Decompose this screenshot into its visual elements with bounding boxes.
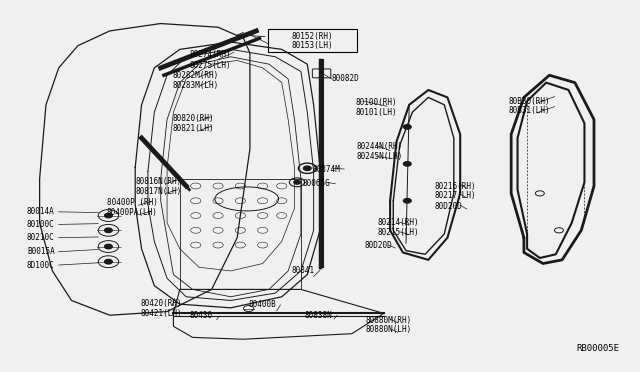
Circle shape	[303, 166, 311, 170]
Text: 80841: 80841	[291, 266, 314, 275]
Text: 80817N(LH): 80817N(LH)	[135, 187, 182, 196]
Text: 80082D: 80082D	[332, 74, 359, 83]
Text: 8D100C: 8D100C	[27, 260, 54, 269]
Text: 80216(RH): 80216(RH)	[435, 182, 476, 190]
Text: 80400B: 80400B	[248, 300, 276, 310]
Text: 80820(RH): 80820(RH)	[172, 114, 214, 123]
Text: 80821(LH): 80821(LH)	[172, 124, 214, 133]
Text: 80283M(LH): 80283M(LH)	[172, 81, 218, 90]
Text: 80244N(RH): 80244N(RH)	[357, 142, 403, 151]
Circle shape	[403, 125, 411, 129]
Text: 80275(LH): 80275(LH)	[189, 61, 231, 70]
Text: 80153(LH): 80153(LH)	[292, 41, 333, 51]
Text: 80214(RH): 80214(RH)	[378, 218, 419, 227]
Text: RB00005E: RB00005E	[577, 344, 620, 353]
Circle shape	[104, 213, 112, 218]
Text: 80282M(RH): 80282M(RH)	[172, 71, 218, 80]
Text: 80210C: 80210C	[27, 233, 54, 242]
Text: 80217(LH): 80217(LH)	[435, 191, 476, 200]
Text: 80816N(RH): 80816N(RH)	[135, 177, 182, 186]
Text: 80014A: 80014A	[27, 207, 54, 217]
Text: 80421(LH): 80421(LH)	[140, 308, 182, 318]
Text: 80B30(RH): 80B30(RH)	[509, 97, 550, 106]
Text: 80880M(RH): 80880M(RH)	[366, 316, 412, 325]
Text: 80D20D: 80D20D	[435, 202, 463, 211]
Circle shape	[104, 228, 112, 232]
Text: 80B31(LH): 80B31(LH)	[509, 106, 550, 115]
Text: 80400P (RH): 80400P (RH)	[106, 199, 157, 208]
Text: 80880N(LH): 80880N(LH)	[366, 326, 412, 334]
Text: 80100C: 80100C	[27, 220, 54, 229]
Text: 80420(RH): 80420(RH)	[140, 299, 182, 308]
Text: 80152(RH): 80152(RH)	[292, 32, 333, 41]
Text: 80400PA(LH): 80400PA(LH)	[106, 208, 157, 217]
Text: 80274(RH): 80274(RH)	[189, 50, 231, 59]
Text: 80065G: 80065G	[302, 179, 330, 188]
Circle shape	[403, 199, 411, 203]
Text: 80D20D: 80D20D	[365, 241, 392, 250]
Circle shape	[104, 244, 112, 249]
Circle shape	[294, 180, 300, 184]
Text: B0015A: B0015A	[27, 247, 54, 256]
Text: 80838N: 80838N	[305, 311, 332, 320]
Text: 80245N(LH): 80245N(LH)	[357, 152, 403, 161]
Bar	[180, 179, 301, 289]
Text: 80215(LH): 80215(LH)	[378, 228, 419, 237]
Circle shape	[403, 161, 411, 166]
Circle shape	[244, 306, 253, 311]
Bar	[268, 29, 357, 52]
Text: 80430: 80430	[189, 311, 212, 320]
Text: 80874M: 80874M	[312, 164, 340, 173]
Text: 80101(LH): 80101(LH)	[355, 108, 397, 117]
Text: 80100(RH): 80100(RH)	[355, 98, 397, 107]
Circle shape	[104, 260, 112, 264]
